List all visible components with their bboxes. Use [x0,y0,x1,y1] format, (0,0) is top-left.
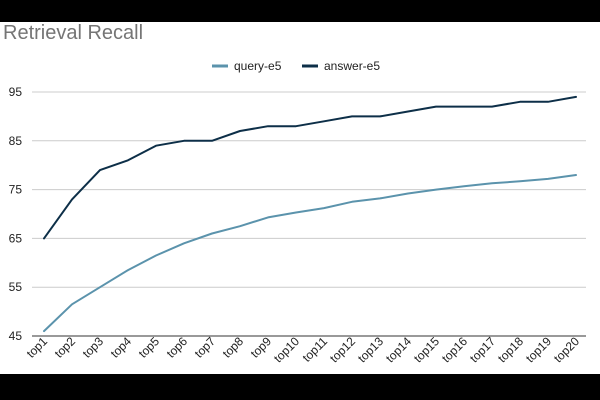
y-tick-label: 45 [9,329,23,343]
series-line-query-e5 [43,174,577,333]
x-tick-label: top7 [192,334,219,361]
x-tick-label: top14 [383,334,414,365]
x-tick-label: top8 [220,334,247,361]
x-tick-label: top3 [80,334,107,361]
legend-label: query-e5 [234,59,282,73]
chart-title: Retrieval Recall [3,22,144,44]
x-tick-label: top15 [411,334,442,365]
y-tick-label: 75 [9,183,23,197]
x-tick-label: top4 [108,334,135,361]
y-tick-label: 55 [9,280,23,294]
line-chart: 45 55 65 75 85 95 top1 top2 top3 top4 top5 top6 top7… [9,59,586,365]
x-tick-label: top2 [52,334,79,361]
x-tick-label: top1 [24,334,51,361]
x-tick-label: top20 [551,334,582,365]
legend-label: answer-e5 [324,59,380,73]
x-tick-label: top19 [523,334,554,365]
x-tick-label: top10 [271,334,302,365]
x-tick-label: top6 [164,334,191,361]
y-tick-label: 85 [9,134,23,148]
x-tick-label: top5 [136,334,163,361]
y-tick-label: 65 [9,231,23,245]
x-tick-label: top9 [248,334,275,361]
x-tick-label: top17 [467,334,498,365]
x-tick-label: top13 [355,334,386,365]
series-line-answer-e5 [43,95,577,240]
x-tick-label: top16 [439,334,470,365]
x-tick-label: top11 [300,334,331,365]
y-tick-label: 95 [9,85,23,99]
chart-frame: Retrieval Recall 45 55 65 75 85 95 top1 top2 top… [0,22,600,374]
x-tick-label: top12 [327,334,358,365]
x-tick-label: top18 [495,334,526,365]
